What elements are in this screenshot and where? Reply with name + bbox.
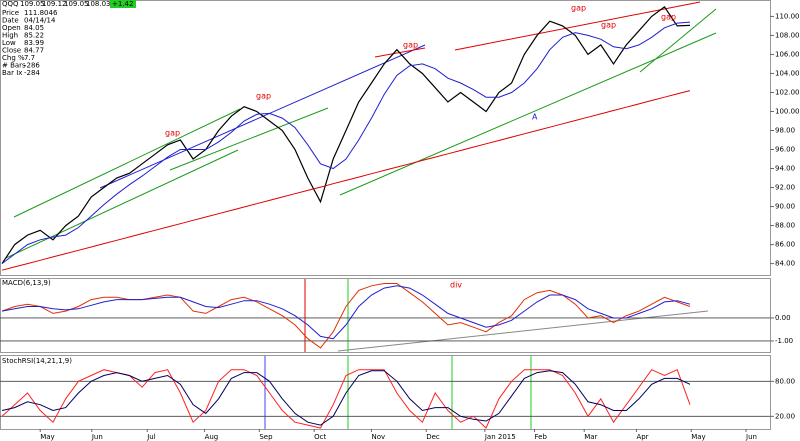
info-label: Date [2,17,19,25]
panel-title: StochRSI(14,21,1,9) [2,357,72,365]
y-tick-label: 90.00 [775,203,795,211]
info-value: -284 [24,69,40,77]
x-tick-label: Mar [584,433,597,441]
x-tick-label: May [691,433,705,441]
quote: 109.12 [42,0,67,8]
info-value: 85.22 [24,32,44,40]
y-tick-label: 84.00 [775,260,795,268]
x-tick-label: Dec [426,433,440,441]
y-tick-label: 106.00 [775,50,800,58]
price-panel [0,0,771,276]
info-label: Price [2,9,19,17]
channel-line [339,32,717,196]
y-tick-label: 96.00 [775,146,795,154]
y-tick-label: 102.00 [775,88,800,96]
info-value: 83.99 [24,39,44,47]
x-tick-label: Oct [314,433,326,441]
series-line [1,6,691,264]
series-line [1,90,691,271]
y-tick-label: 92.00 [775,184,795,192]
annotation: gap [661,13,676,22]
info-value: 04/14/14 [24,17,56,25]
change: +1.42 [112,0,133,8]
y-tick-label: 80.00 [775,377,795,385]
series-line [1,21,691,265]
y-tick-label: 20.00 [775,412,795,420]
macd-panel [0,278,771,353]
x-tick-label: Aug [205,433,219,441]
x-tick-label: Jun [745,433,757,441]
annotation: gap [571,4,586,13]
channel-line [169,107,329,171]
info-label: # Bars [2,62,26,70]
x-tick-label: Jul [146,433,156,441]
annotation: gap [165,129,180,138]
x-tick-label: May [40,433,54,441]
info-value: 84.77 [24,47,44,55]
y-tick-label: 88.00 [775,222,795,230]
channel-line [5,149,239,259]
annotation: A [532,113,538,122]
series-line [1,370,691,426]
y-tick-label: 100.00 [775,107,800,115]
quote: 109.05 [64,0,89,8]
x-tick-label: Sep [259,433,273,441]
y-tick-label: 104.00 [775,69,800,77]
quote: 108.03 [86,0,111,8]
info-label: High [2,32,18,40]
y-tick-label: 86.00 [775,241,795,249]
annotation: gap [256,92,271,101]
info-value: 111.8046 [24,9,58,17]
info-label: Bar Ix [2,69,22,77]
x-tick-label: Nov [371,433,385,441]
channel-line [13,108,241,218]
annotation: gap [601,21,616,30]
channel-line [639,8,717,73]
info-value: 84.05 [24,24,44,32]
info-label: Low [2,39,16,47]
info-value: 7.7 [24,54,35,62]
annotation: div [450,281,462,290]
symbol: QQQ [2,0,19,8]
y-tick-label: 108.00 [775,31,800,39]
series-line [1,285,691,340]
info-value: -286 [24,62,40,70]
y-tick-label: -1.00 [775,337,793,345]
y-tick-label: 94.00 [775,165,795,173]
quote: 109.05 [20,0,45,8]
x-tick-label: Feb [535,433,548,441]
x-tick-label: Jan 2015 [484,433,516,441]
x-tick-label: Apr [636,433,648,441]
panel-title: MACD(6,13,9) [2,279,51,287]
y-tick-label: 0.00 [775,314,791,322]
info-label: Open [2,24,21,32]
y-tick-label: 110.00 [775,12,800,20]
info-label: Close [2,47,21,55]
series-line [1,283,691,349]
x-tick-label: Jun [91,433,103,441]
change-badge [110,0,136,8]
y-tick-label: 98.00 [775,126,795,134]
info-label: Chg % [2,54,25,62]
annotation: gap [403,41,418,50]
channel-line [454,1,701,51]
stoch-panel [0,355,771,430]
